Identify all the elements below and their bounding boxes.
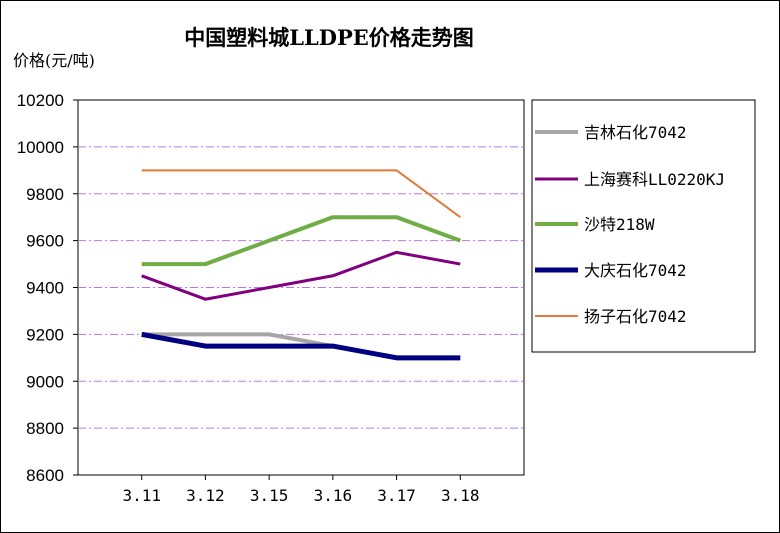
x-tick-label: 3.12	[186, 486, 225, 505]
legend-label: 沙特218W	[584, 215, 655, 234]
legend-label: 扬子石化7042	[584, 307, 687, 326]
chart-title: 中国塑料城LLDPE价格走势图	[184, 25, 474, 50]
y-tick-label: 9000	[26, 372, 64, 391]
x-tick-layer: 3.11 3.12 3.15 3.16 3.17 3.18	[122, 475, 480, 505]
y-axis-label: 价格(元/吨)	[13, 51, 95, 70]
x-tick-label: 3.11	[122, 486, 161, 505]
legend-label: 大庆石化7042	[584, 261, 687, 280]
legend-label: 上海赛科LL0220KJ	[584, 170, 725, 189]
series-line-5	[141, 169, 461, 218]
y-tick-label: 8600	[26, 466, 64, 485]
series-line-3	[141, 215, 461, 267]
grid-layer	[78, 146, 524, 429]
y-tick-label: 9200	[26, 325, 64, 344]
series-layer	[141, 169, 461, 361]
y-tick-label: 10000	[17, 138, 64, 157]
series-line-2	[141, 250, 461, 301]
legend-label: 吉林石化7042	[584, 123, 687, 142]
y-tick-label: 8800	[26, 419, 64, 438]
x-tick-label: 3.16	[314, 486, 353, 505]
y-tick-label: 9800	[26, 185, 64, 204]
x-tick-label: 3.17	[377, 486, 416, 505]
x-tick-label: 3.18	[441, 486, 480, 505]
legend: 吉林石化7042 上海赛科LL0220KJ 沙特218W 大庆石化7042 扬子石化70…	[535, 123, 725, 326]
x-tick-label: 3.15	[250, 486, 289, 505]
y-tick-label: 9600	[26, 232, 64, 251]
y-tick-label: 9400	[26, 279, 64, 298]
series-line-4	[141, 331, 461, 361]
y-tick-label: 10200	[17, 91, 64, 110]
y-tick-layer: 8600 8800 9000 9200 9400 9600 9800 10000 10200	[17, 91, 78, 485]
